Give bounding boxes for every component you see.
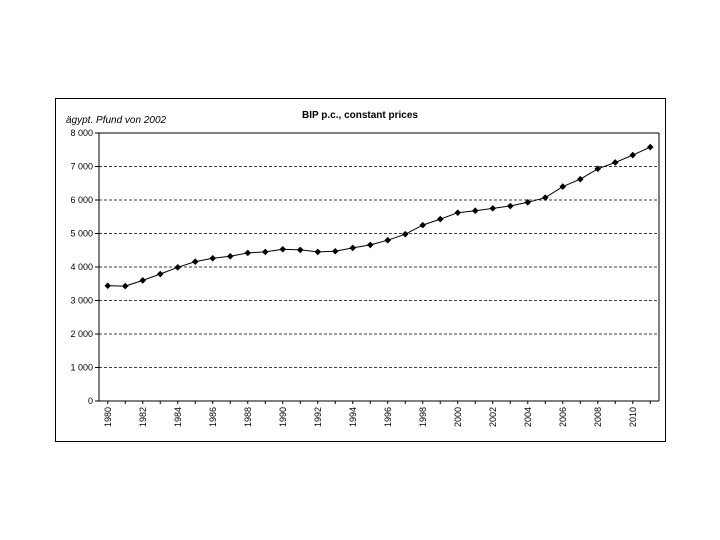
x-tick-label: 2004: [523, 407, 533, 427]
x-tick-label: 1984: [173, 407, 183, 427]
data-point: [139, 277, 147, 284]
y-tick-label: 7 000: [70, 162, 93, 172]
data-point: [541, 194, 549, 201]
chart-title: BIP p.c., constant prices: [302, 110, 418, 121]
data-point: [244, 249, 252, 257]
x-tick-label: 1996: [383, 407, 393, 427]
data-point: [436, 215, 444, 223]
x-tick-label: 1992: [313, 407, 323, 427]
data-point: [296, 246, 304, 254]
line-chart: ägypt. Pfund von 2002 BIP p.c., constant…: [66, 110, 660, 427]
data-point: [489, 205, 497, 212]
y-tick-labels: 0 1 000 2 000 3 000 4 000 5 000 6 000 7 000 8 00…: [70, 128, 93, 406]
y-tick-label: 0: [88, 396, 93, 406]
x-tick-label: 1998: [418, 407, 428, 427]
data-point: [331, 247, 339, 255]
y-tick-label: 3 000: [70, 296, 93, 306]
data-point: [226, 252, 234, 260]
x-tick-label: 1980: [103, 407, 113, 427]
data-point: [419, 221, 427, 229]
data-point: [646, 143, 654, 151]
data-point: [506, 202, 514, 210]
x-tick-label: 2006: [558, 407, 568, 427]
x-tick-label: 1990: [278, 407, 288, 427]
data-point: [454, 209, 462, 217]
data-point: [104, 282, 112, 290]
axes: [95, 132, 660, 404]
data-point: [611, 159, 619, 166]
y-tick-label: 8 000: [70, 128, 93, 138]
data-point: [314, 248, 322, 256]
data-point: [401, 230, 409, 238]
y-tick-label: 2 000: [70, 329, 93, 339]
data-point: [384, 236, 392, 244]
x-tick-labels: 1980 1982 1984 1986 1988 1990 1992 1994 1996 1998…: [103, 407, 638, 427]
data-point: [209, 254, 217, 262]
y-tick-label: 6 000: [70, 195, 93, 205]
x-tick-label: 1988: [243, 407, 253, 427]
data-point: [366, 241, 374, 249]
data-point: [559, 183, 567, 190]
x-tick-label: 2000: [453, 407, 463, 427]
y-unit-label: ägypt. Pfund von 2002: [66, 115, 167, 126]
data-point: [261, 248, 269, 256]
series-bip: [104, 143, 654, 290]
data-point: [471, 207, 479, 215]
x-tick-label: 1982: [138, 407, 148, 427]
x-tick-label: 2002: [488, 407, 498, 427]
data-point: [156, 270, 164, 278]
data-point: [191, 258, 199, 265]
x-tick-label: 1986: [208, 407, 218, 427]
x-tick-label: 1994: [348, 407, 358, 427]
y-tick-label: 1 000: [70, 363, 93, 373]
chart-frame: ägypt. Pfund von 2002 BIP p.c., constant…: [55, 98, 666, 442]
gridlines: [99, 132, 659, 368]
data-point: [594, 165, 602, 173]
data-point: [576, 175, 584, 183]
data-point: [279, 245, 287, 253]
data-point: [349, 244, 357, 252]
data-point: [121, 282, 129, 290]
y-tick-label: 5 000: [70, 229, 93, 239]
data-point: [174, 264, 182, 271]
x-tick-label: 2008: [593, 407, 603, 427]
series-line: [107, 146, 651, 287]
data-point: [629, 151, 637, 159]
y-tick-label: 4 000: [70, 262, 93, 272]
x-tick-label: 2010: [628, 407, 638, 427]
